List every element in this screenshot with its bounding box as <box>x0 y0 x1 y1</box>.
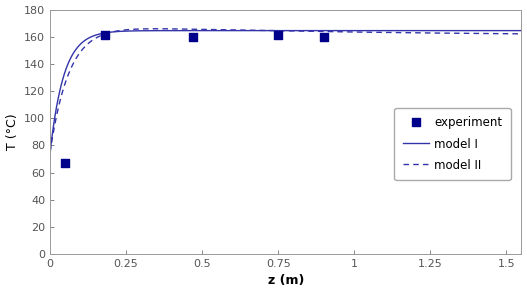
model II <box>47 150 53 154</box>
model I <box>516 29 523 32</box>
Legend: experiment, model I, model II: experiment, model I, model II <box>394 108 511 180</box>
model II <box>261 29 267 32</box>
Line: model I: model I <box>50 30 521 152</box>
experiment <box>274 33 282 38</box>
model I <box>518 29 524 32</box>
model I <box>260 29 267 32</box>
X-axis label: z (m): z (m) <box>268 275 304 287</box>
model II <box>153 27 160 30</box>
model II <box>363 30 369 34</box>
Line: model II: model II <box>50 29 521 152</box>
model I <box>47 150 53 154</box>
experiment <box>319 34 328 39</box>
model II <box>518 32 524 36</box>
model I <box>325 29 331 32</box>
experiment <box>101 33 109 38</box>
model II <box>326 30 332 33</box>
model I <box>362 29 368 32</box>
model II <box>403 31 409 35</box>
model I <box>130 29 136 33</box>
experiment <box>189 34 197 39</box>
model I <box>402 29 408 32</box>
model I <box>168 29 174 33</box>
model II <box>169 27 175 31</box>
Y-axis label: T (°C): T (°C) <box>6 113 18 150</box>
model II <box>130 28 136 31</box>
experiment <box>61 161 70 165</box>
